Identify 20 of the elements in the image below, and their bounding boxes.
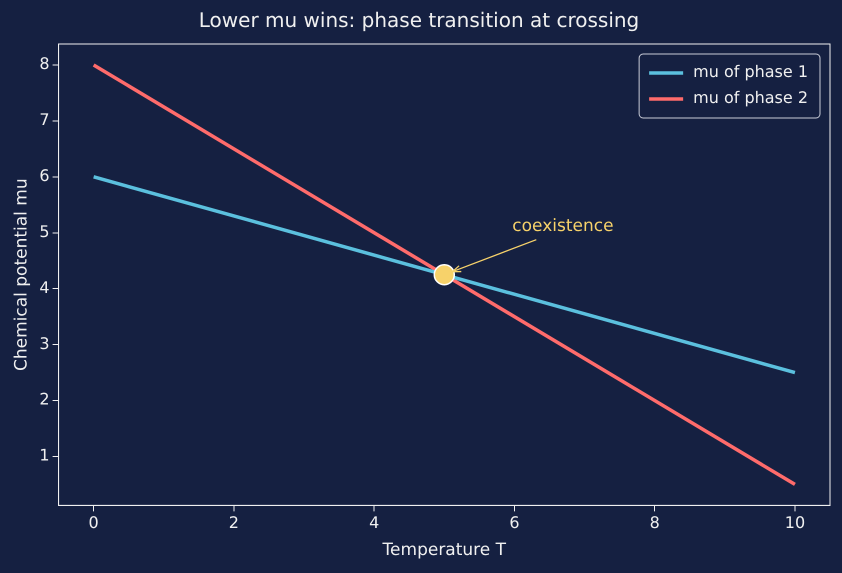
x-tick-label: 6 [509, 513, 520, 532]
y-axis-title: Chemical potential mu [12, 178, 32, 372]
y-tick-label: 5 [39, 222, 50, 241]
y-tick-label: 7 [39, 110, 50, 130]
legend-label: mu of phase 2 [693, 88, 808, 108]
y-tick-label: 3 [39, 334, 50, 353]
y-tick-label: 2 [39, 390, 50, 409]
x-tick-label: 2 [228, 513, 239, 532]
x-axis-title: Temperature T [382, 540, 507, 560]
x-tick-label: 0 [88, 513, 99, 532]
chart-title: Lower mu wins: phase transition at crossing [198, 8, 640, 32]
x-tick-label: 8 [650, 513, 660, 532]
y-tick-label: 4 [39, 278, 50, 297]
annotation: coexistence [512, 216, 614, 236]
x-tick-label: 10 [784, 513, 806, 532]
y-tick-label: 6 [39, 166, 50, 185]
y-tick-label: 1 [39, 446, 50, 465]
legend-label: mu of phase 1 [693, 62, 808, 82]
y-tick-label: 8 [39, 54, 50, 74]
x-tick-label: 4 [369, 513, 380, 532]
